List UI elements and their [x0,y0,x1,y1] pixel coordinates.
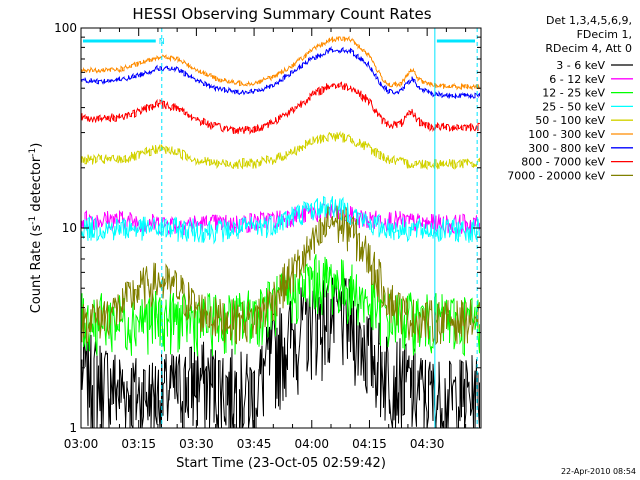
x-tick-label: 03:00 [64,437,99,451]
x-axis-label: Start Time (23-Oct-05 02:59:42) [176,456,386,471]
legend-label-2: 6 - 12 keV [549,73,605,86]
x-tick-label: 03:30 [179,437,214,451]
legend-label-1: 3 - 6 keV [556,59,605,72]
y-axis-label-sup-1: -1 [28,216,38,225]
legend-header-line-2: FDecim 1, [577,28,632,41]
series-line-4 [81,195,480,245]
x-tick-label: 04:30 [410,437,445,451]
x-tick-label: 03:45 [237,437,272,451]
legend-label-3: 12 - 25 keV [542,87,605,100]
legend-label-4: 25 - 50 keV [542,100,605,113]
y-tick-label: 10 [62,221,77,235]
y-axis-label-end: ) [29,143,44,148]
chart-title: HESSI Observing Summary Count Rates [132,5,431,23]
y-tick-label: 1 [69,421,77,435]
x-tick-label: 03:15 [121,437,156,451]
legend-header-line-1: Det 1,3,4,5,6,9, [546,14,632,27]
series-line-5 [81,130,480,171]
night-band-label: N [159,37,165,46]
series-line-9 [81,205,480,346]
legend-label-7: 300 - 800 keV [528,142,605,155]
series-line-7 [81,45,480,100]
y-axis-label-mid: detector [29,156,44,216]
x-tick-label: 04:15 [352,437,387,451]
legend-label-6: 100 - 300 keV [528,128,605,141]
series-line-1 [81,277,480,429]
legend-label-9: 7000 - 20000 keV [507,169,605,182]
axes-layer: 03:00 03:15 03:30 03:45 04:00 04:15 04:30 1 10 10… [54,21,481,451]
y-axis-label-main: Count Rate (s [29,225,44,314]
y-axis-label: Count Rate (s-1 detector-1) [28,143,44,314]
x-tick-label: 04:00 [294,437,329,451]
series-line-8 [81,81,480,135]
legend-label-5: 50 - 100 keV [535,114,605,127]
y-axis-label-sup-2: -1 [28,148,38,157]
legend: Det 1,3,4,5,6,9, FDecim 1, RDecim 4, Att… [507,14,633,182]
legend-label-8: 800 - 7000 keV [521,156,605,169]
series-line-6 [81,35,480,91]
y-tick-label: 100 [54,21,77,35]
series-layer [81,35,480,429]
legend-header-line-3: RDecim 4, Att 0 [545,42,632,55]
plot-area: N 03:00 03:15 03:30 03:45 04:00 04:15 04:30 1 10… [54,21,482,451]
timestamp: 22-Apr-2010 08:54 [561,467,636,476]
